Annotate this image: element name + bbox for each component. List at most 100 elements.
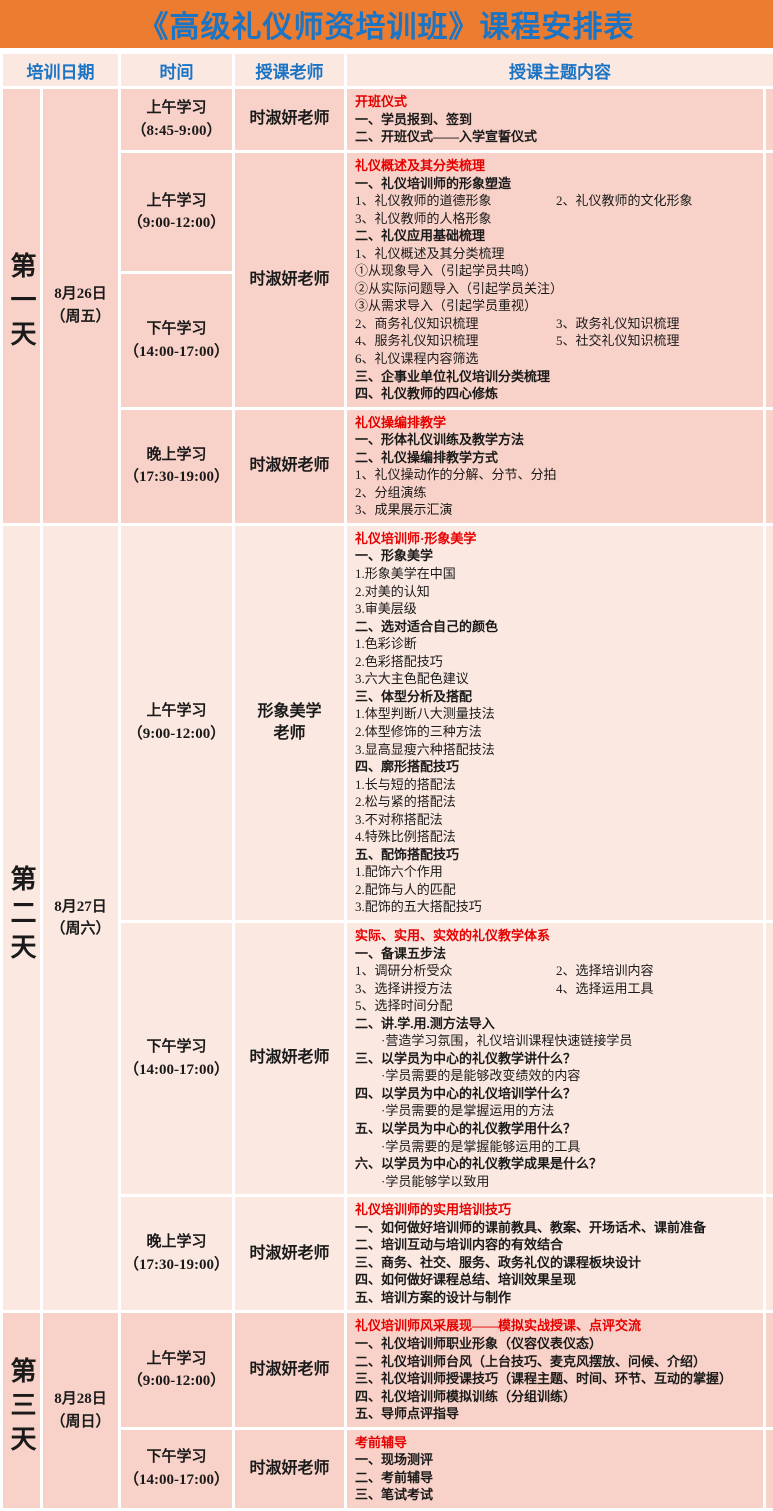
content-line: 礼仪培训师风采展现——模拟实战授课、点评交流	[355, 1317, 757, 1335]
content-line: 3、成果展示汇演	[355, 501, 757, 519]
content-line: 1.体型判断八大测量技法	[355, 705, 757, 723]
content-line: 五、培训方案的设计与制作	[355, 1289, 757, 1307]
session-time: 下午学习 （14:00-17:00）	[120, 273, 234, 408]
day-2-label: 第二天	[3, 865, 40, 967]
spacer-cell	[765, 524, 773, 921]
content-line: 一、形体礼仪训练及教学方法	[355, 431, 757, 449]
content-line: 考前辅导	[355, 1434, 757, 1452]
session-content-cell: 礼仪培训师的实用培训技巧一、如何做好培训师的课前教具、教案、开场话术、课前准备二…	[346, 1196, 765, 1312]
day-2-date-cell: 8月27日 （周六）	[42, 524, 120, 1312]
spacer-cell	[765, 152, 773, 409]
content-line: 二、礼仪培训师台风（上台技巧、麦克风摆放、问候、介绍）	[355, 1353, 757, 1371]
content-line: ①从现象导入（引起学员共鸣）	[355, 262, 757, 280]
header-topic: 授课主题内容	[346, 53, 773, 88]
table-header-row: 培训日期 时间 授课老师 授课主题内容	[2, 53, 773, 88]
content-line: 3.配饰的五大搭配技巧	[355, 898, 757, 916]
content-line: 五、以学员为中心的礼仪教学用什么？	[355, 1120, 757, 1138]
content-line: ②从实际问题导入（引起学员关注）	[355, 280, 757, 298]
session-time: 晚上学习 （17:30-19:00）	[120, 408, 234, 524]
content-line: 二、开班仪式——入学宣誓仪式	[355, 128, 757, 146]
session-teacher: 时淑妍老师	[234, 152, 346, 409]
content-line: 1.形象美学在中国	[355, 565, 757, 583]
content-line: 四、廓形搭配技巧	[355, 758, 757, 776]
content-line: 实际、实用、实效的礼仪教学体系	[355, 927, 757, 945]
content-line: ·营造学习氛围，礼仪培训课程快速链接学员	[355, 1032, 757, 1050]
page-title: 《高级礼仪师资培训班》课程安排表	[139, 2, 635, 46]
content-line: 2.配饰与人的匹配	[355, 881, 757, 899]
content-line: 3.审美层级	[355, 600, 757, 618]
content-line: 三、笔试考试	[355, 1486, 757, 1504]
content-line: ·学员能够学以致用	[355, 1173, 757, 1191]
content-line: 四、礼仪培训师模拟训练（分组训练）	[355, 1388, 757, 1406]
content-line: 三、礼仪培训师授课技巧（课程主题、时间、环节、互动的掌握）	[355, 1370, 757, 1388]
header-teacher: 授课老师	[234, 53, 346, 88]
session-teacher: 时淑妍老师	[234, 1196, 346, 1312]
content-line: 二、讲.学.用.测方法导入	[355, 1015, 757, 1033]
content-line: 3、礼仪教师的人格形象	[355, 210, 757, 228]
content-line: 开班仪式	[355, 93, 757, 111]
session-content-cell: 礼仪培训师风采展现——模拟实战授课、点评交流一、礼仪培训师职业形象（仪容仪表仪态…	[346, 1312, 765, 1428]
content-line: 2.对美的认知	[355, 583, 757, 601]
session-time: 晚上学习 （17:30-19:00）	[120, 1196, 234, 1312]
content-line: 一、学员报到、签到	[355, 111, 757, 129]
content-line: 二、培训互动与培训内容的有效结合	[355, 1236, 757, 1254]
content-line: 五、导师点评指导	[355, 1405, 757, 1423]
content-line: 六、以学员为中心的礼仪教学成果是什么？	[355, 1155, 757, 1173]
session-time: 上午学习 （9:00-12:00）	[120, 524, 234, 921]
title-bar: 《高级礼仪师资培训班》课程安排表	[0, 0, 773, 48]
session-teacher: 时淑妍老师	[234, 88, 346, 152]
spacer-cell	[765, 1196, 773, 1312]
table-row: 第一天 8月26日 （周五） 上午学习 （8:45-9:00） 时淑妍老师 开班…	[2, 88, 773, 152]
spacer-cell	[765, 408, 773, 524]
content-line: 4.特殊比例搭配法	[355, 828, 757, 846]
content-line: 三、体型分析及搭配	[355, 688, 757, 706]
content-line: 礼仪概述及其分类梳理	[355, 157, 757, 175]
table-row: 第二天 8月27日 （周六） 上午学习 （9:00-12:00） 形象美学 老师…	[2, 524, 773, 921]
content-line: 一、备课五步法	[355, 945, 757, 963]
content-line: 2.松与紧的搭配法	[355, 793, 757, 811]
content-line: 一、礼仪培训师的形象塑造	[355, 175, 757, 193]
content-line: 三、企事业单位礼仪培训分类梳理	[355, 368, 757, 386]
session-content: 考前辅导一、现场测评二、考前辅导三、笔试考试	[347, 1430, 763, 1508]
content-line-col: 1、礼仪教师的道德形象	[355, 192, 556, 210]
content-line: 一、礼仪培训师职业形象（仪容仪表仪态）	[355, 1335, 757, 1353]
content-line: 1、礼仪概述及其分类梳理	[355, 245, 757, 263]
content-line: 3.六大主色配色建议	[355, 670, 757, 688]
content-line: 三、商务、社交、服务、政务礼仪的课程板块设计	[355, 1254, 757, 1272]
session-time: 上午学习 （8:45-9:00）	[120, 88, 234, 152]
content-line: 一、现场测评	[355, 1451, 757, 1469]
session-teacher: 时淑妍老师	[234, 408, 346, 524]
content-line: 1、礼仪操动作的分解、分节、分拍	[355, 466, 757, 484]
content-line-col: 5、社交礼仪知识梳理	[556, 332, 757, 350]
content-line-col: 3、选择讲授方法	[355, 980, 556, 998]
content-line: 礼仪培训师的实用培训技巧	[355, 1201, 757, 1219]
content-line: 5、选择时间分配	[355, 997, 757, 1015]
day-1-label: 第一天	[3, 252, 40, 354]
content-line: 一、形象美学	[355, 547, 757, 565]
content-line: 2.色彩搭配技巧	[355, 653, 757, 671]
content-line: 五、配饰搭配技巧	[355, 846, 757, 864]
header-time: 时间	[120, 53, 234, 88]
session-teacher: 时淑妍老师	[234, 921, 346, 1195]
content-line: ·学员需要的是掌握能够运用的工具	[355, 1138, 757, 1156]
spacer-cell	[765, 1312, 773, 1428]
session-content: 礼仪培训师风采展现——模拟实战授课、点评交流一、礼仪培训师职业形象（仪容仪表仪态…	[347, 1313, 763, 1426]
content-line: 四、礼仪教师的四心修炼	[355, 385, 757, 403]
schedule-table: 培训日期 时间 授课老师 授课主题内容 第一天 8月26日 （周五） 上午学习 …	[0, 51, 773, 1511]
spacer-cell	[765, 1428, 773, 1509]
content-line: 四、如何做好课程总结、培训效果呈现	[355, 1271, 757, 1289]
content-line: 1.色彩诊断	[355, 635, 757, 653]
session-content: 开班仪式一、学员报到、签到二、开班仪式——入学宣誓仪式	[347, 89, 763, 150]
content-line-col: 2、选择培训内容	[556, 962, 757, 980]
day-3-label-cell: 第三天	[2, 1312, 42, 1509]
content-line: 2.体型修饰的三种方法	[355, 723, 757, 741]
